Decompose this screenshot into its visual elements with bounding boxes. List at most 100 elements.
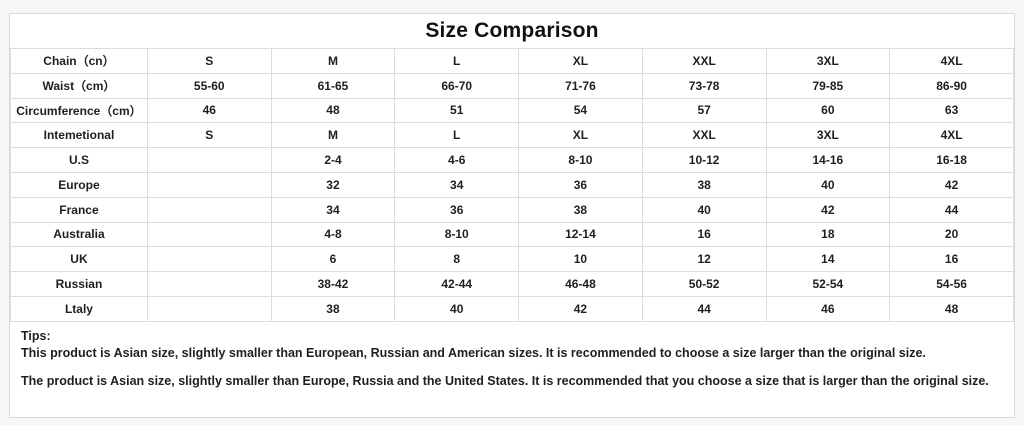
size-cell: 57 [641, 97, 767, 124]
size-cell: XL [518, 122, 643, 149]
size-cell: 38 [641, 171, 767, 198]
page-title: Size Comparison [425, 19, 599, 42]
size-cell: XXL [641, 48, 767, 74]
row-label: Waist（cm） [10, 72, 148, 99]
size-cell: 48 [889, 295, 1014, 322]
size-cell [146, 295, 272, 322]
size-cell: L [394, 48, 520, 74]
size-cell: 60 [765, 97, 891, 124]
size-cell: 54-56 [889, 271, 1014, 297]
tips-section: Tips: This product is Asian size, slight… [10, 322, 1014, 388]
row-label: Ltaly [10, 295, 148, 322]
size-cell [146, 271, 272, 297]
size-cell: 42 [765, 196, 891, 223]
table-row: Intemetional S M L XL XXL 3XL 4XL [10, 122, 1014, 149]
size-cell: 55-60 [146, 72, 272, 99]
size-cell: 79-85 [765, 72, 891, 99]
size-cell: 34 [270, 196, 396, 223]
size-cell: 4XL [889, 122, 1014, 149]
size-cell: 40 [641, 196, 767, 223]
table-row: Circumference（cm） 46 48 51 54 57 60 63 [10, 97, 1014, 124]
size-cell: 14-16 [765, 147, 891, 173]
row-label: Russian [10, 271, 148, 297]
size-cell [146, 147, 272, 173]
size-cell: 46 [765, 295, 891, 322]
size-cell: XL [518, 48, 643, 74]
size-cell: 34 [394, 171, 520, 198]
size-cell: 12-14 [518, 221, 643, 248]
row-label: U.S [10, 147, 148, 173]
size-cell: L [394, 122, 520, 149]
size-cell: 40 [394, 295, 520, 322]
table-row: Europe 32 34 36 38 40 42 [10, 171, 1014, 198]
size-cell: 46 [146, 97, 272, 124]
size-cell: 8-10 [518, 147, 643, 173]
size-cell: 66-70 [394, 72, 520, 99]
size-cell: 36 [394, 196, 520, 223]
row-label: Europe [10, 171, 148, 198]
table-row: Chain（cn） S M L XL XXL 3XL 4XL [10, 48, 1014, 74]
size-cell: 52-54 [765, 271, 891, 297]
table-row: U.S 2-4 4-6 8-10 10-12 14-16 16-18 [10, 147, 1014, 173]
row-label: Chain（cn） [10, 48, 148, 74]
size-cell: 20 [889, 221, 1014, 248]
size-cell: 51 [394, 97, 520, 124]
size-cell: 46-48 [518, 271, 643, 297]
size-cell: 10 [518, 246, 643, 273]
table-row: Ltaly 38 40 42 44 46 48 [10, 295, 1014, 322]
tips-heading: Tips: [21, 328, 51, 343]
size-cell: M [270, 48, 396, 74]
table-row: Waist（cm） 55-60 61-65 66-70 71-76 73-78 79-85 8… [10, 72, 1014, 99]
size-chart-sheet: Size Comparison Chain（cn） S M L XL XXL 3XL 4XL W… [9, 13, 1015, 418]
size-cell: 36 [518, 171, 643, 198]
size-cell: 16 [889, 246, 1014, 273]
size-cell: 42-44 [394, 271, 520, 297]
size-cell: 8-10 [394, 221, 520, 248]
size-cell [146, 221, 272, 248]
size-cell: XXL [641, 122, 767, 149]
size-cell: 4XL [889, 48, 1014, 74]
size-cell: 8 [394, 246, 520, 273]
size-cell: 10-12 [641, 147, 767, 173]
size-cell: 6 [270, 246, 396, 273]
table-row: France 34 36 38 40 42 44 [10, 196, 1014, 223]
size-cell: 14 [765, 246, 891, 273]
size-cell: 54 [518, 97, 643, 124]
size-cell [146, 171, 272, 198]
size-cell: 44 [641, 295, 767, 322]
size-cell: 42 [889, 171, 1014, 198]
table-row: UK 6 8 10 12 14 16 [10, 246, 1014, 273]
size-comparison-table: Chain（cn） S M L XL XXL 3XL 4XL Waist（cm） 55-60 61-… [10, 48, 1014, 322]
tips-line-2: The product is Asian size, slightly smal… [21, 373, 989, 388]
row-label: Intemetional [10, 122, 148, 149]
table-row: Australia 4-8 8-10 12-14 16 18 20 [10, 221, 1014, 248]
size-cell: 4-6 [394, 147, 520, 173]
size-cell: 38-42 [270, 271, 396, 297]
size-cell: M [270, 122, 396, 149]
row-label: Circumference（cm） [10, 97, 148, 124]
size-cell: 38 [518, 196, 643, 223]
size-cell [146, 196, 272, 223]
size-cell: 4-8 [270, 221, 396, 248]
size-cell: 44 [889, 196, 1014, 223]
row-label: Australia [10, 221, 148, 248]
size-cell: 73-78 [641, 72, 767, 99]
size-cell: 71-76 [518, 72, 643, 99]
row-label: UK [10, 246, 148, 273]
size-cell: 42 [518, 295, 643, 322]
size-cell: S [146, 48, 272, 74]
size-cell: 63 [889, 97, 1014, 124]
tips-line-1: This product is Asian size, slightly sma… [21, 345, 926, 360]
table-row: Russian 38-42 42-44 46-48 50-52 52-54 54-56 [10, 271, 1014, 297]
size-cell: 38 [270, 295, 396, 322]
size-cell: 61-65 [270, 72, 396, 99]
size-cell: 3XL [765, 48, 891, 74]
row-label: France [10, 196, 148, 223]
size-cell: 32 [270, 171, 396, 198]
size-cell: 2-4 [270, 147, 396, 173]
size-cell: 3XL [765, 122, 891, 149]
size-cell: 12 [641, 246, 767, 273]
size-cell: 16 [641, 221, 767, 248]
size-cell: 40 [765, 171, 891, 198]
size-cell: S [146, 122, 272, 149]
